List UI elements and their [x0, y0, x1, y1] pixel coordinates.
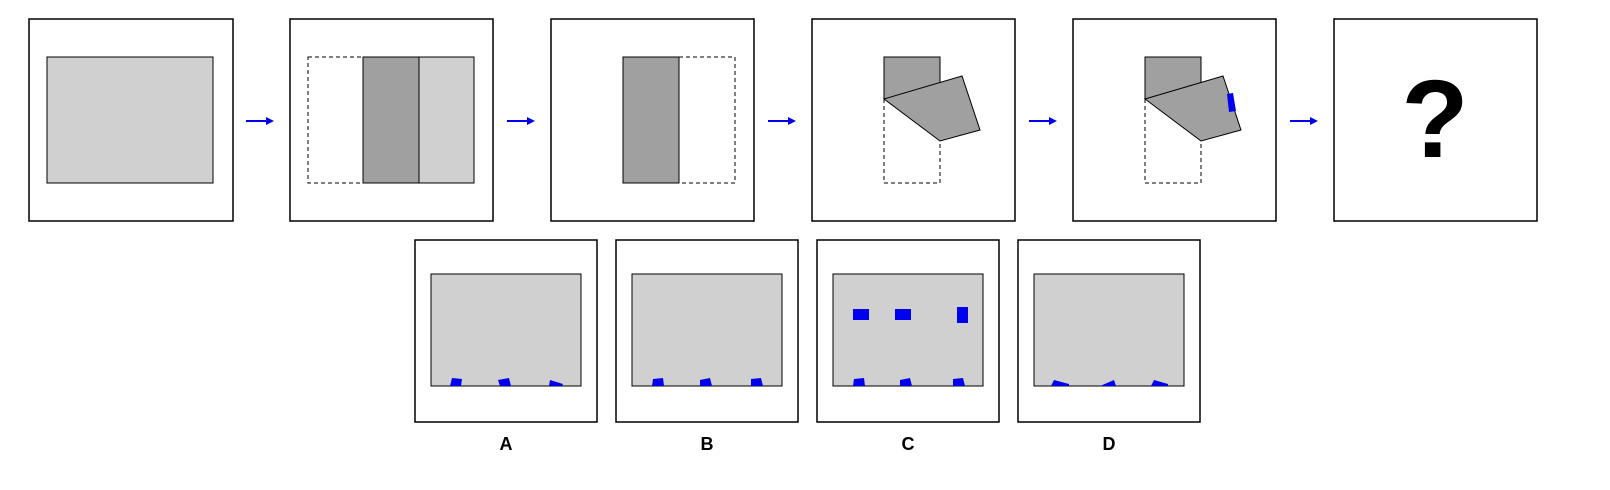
- option-d[interactable]: D: [1017, 239, 1201, 454]
- hole: [957, 307, 968, 323]
- paper-sheet: [46, 56, 214, 184]
- step-3-folded-in-half: [550, 18, 755, 222]
- hole: [895, 309, 911, 320]
- hole: [853, 378, 865, 386]
- hole: [1151, 380, 1168, 386]
- hole: [549, 380, 563, 386]
- step-5-punched: [1072, 18, 1277, 222]
- unfolded-paper: [430, 273, 582, 387]
- option-label: C: [902, 434, 915, 454]
- hole: [1100, 380, 1116, 386]
- hole: [700, 378, 712, 386]
- original-outline-dashed: [883, 99, 941, 184]
- option-c[interactable]: C: [816, 239, 1000, 454]
- option-b[interactable]: B: [615, 239, 799, 454]
- hole: [853, 309, 869, 320]
- question-mark: ?: [1401, 58, 1468, 181]
- punched-hole: [1227, 93, 1236, 112]
- paper-diagonal-flap: [1143, 75, 1242, 142]
- hole: [1051, 380, 1069, 386]
- option-label: D: [1103, 434, 1116, 454]
- paper-folded-layer: [622, 56, 680, 184]
- original-outline-dashed: [1144, 99, 1202, 184]
- paper-folded-layer: [362, 56, 420, 184]
- panel-frame: [1333, 18, 1538, 222]
- option-a[interactable]: A: [414, 239, 598, 454]
- paper-diagonal-flap: [882, 75, 981, 142]
- step-2-vertical-folds: [289, 18, 494, 222]
- unfolded-paper: [631, 273, 783, 387]
- unfolded-paper: [832, 273, 984, 387]
- step-6-unknown: ?: [1333, 18, 1538, 222]
- option-label: A: [500, 434, 513, 454]
- hole: [498, 378, 511, 386]
- paper-single-layer: [418, 56, 475, 184]
- option-label: B: [701, 434, 714, 454]
- step-4-diagonal-fold: [811, 18, 1016, 222]
- hole: [652, 378, 664, 386]
- step-1-unfolded-paper: [28, 18, 234, 222]
- hole: [900, 378, 912, 386]
- hole: [450, 378, 462, 386]
- unfolded-paper: [1033, 273, 1185, 387]
- hole: [953, 378, 965, 386]
- hole: [751, 378, 763, 386]
